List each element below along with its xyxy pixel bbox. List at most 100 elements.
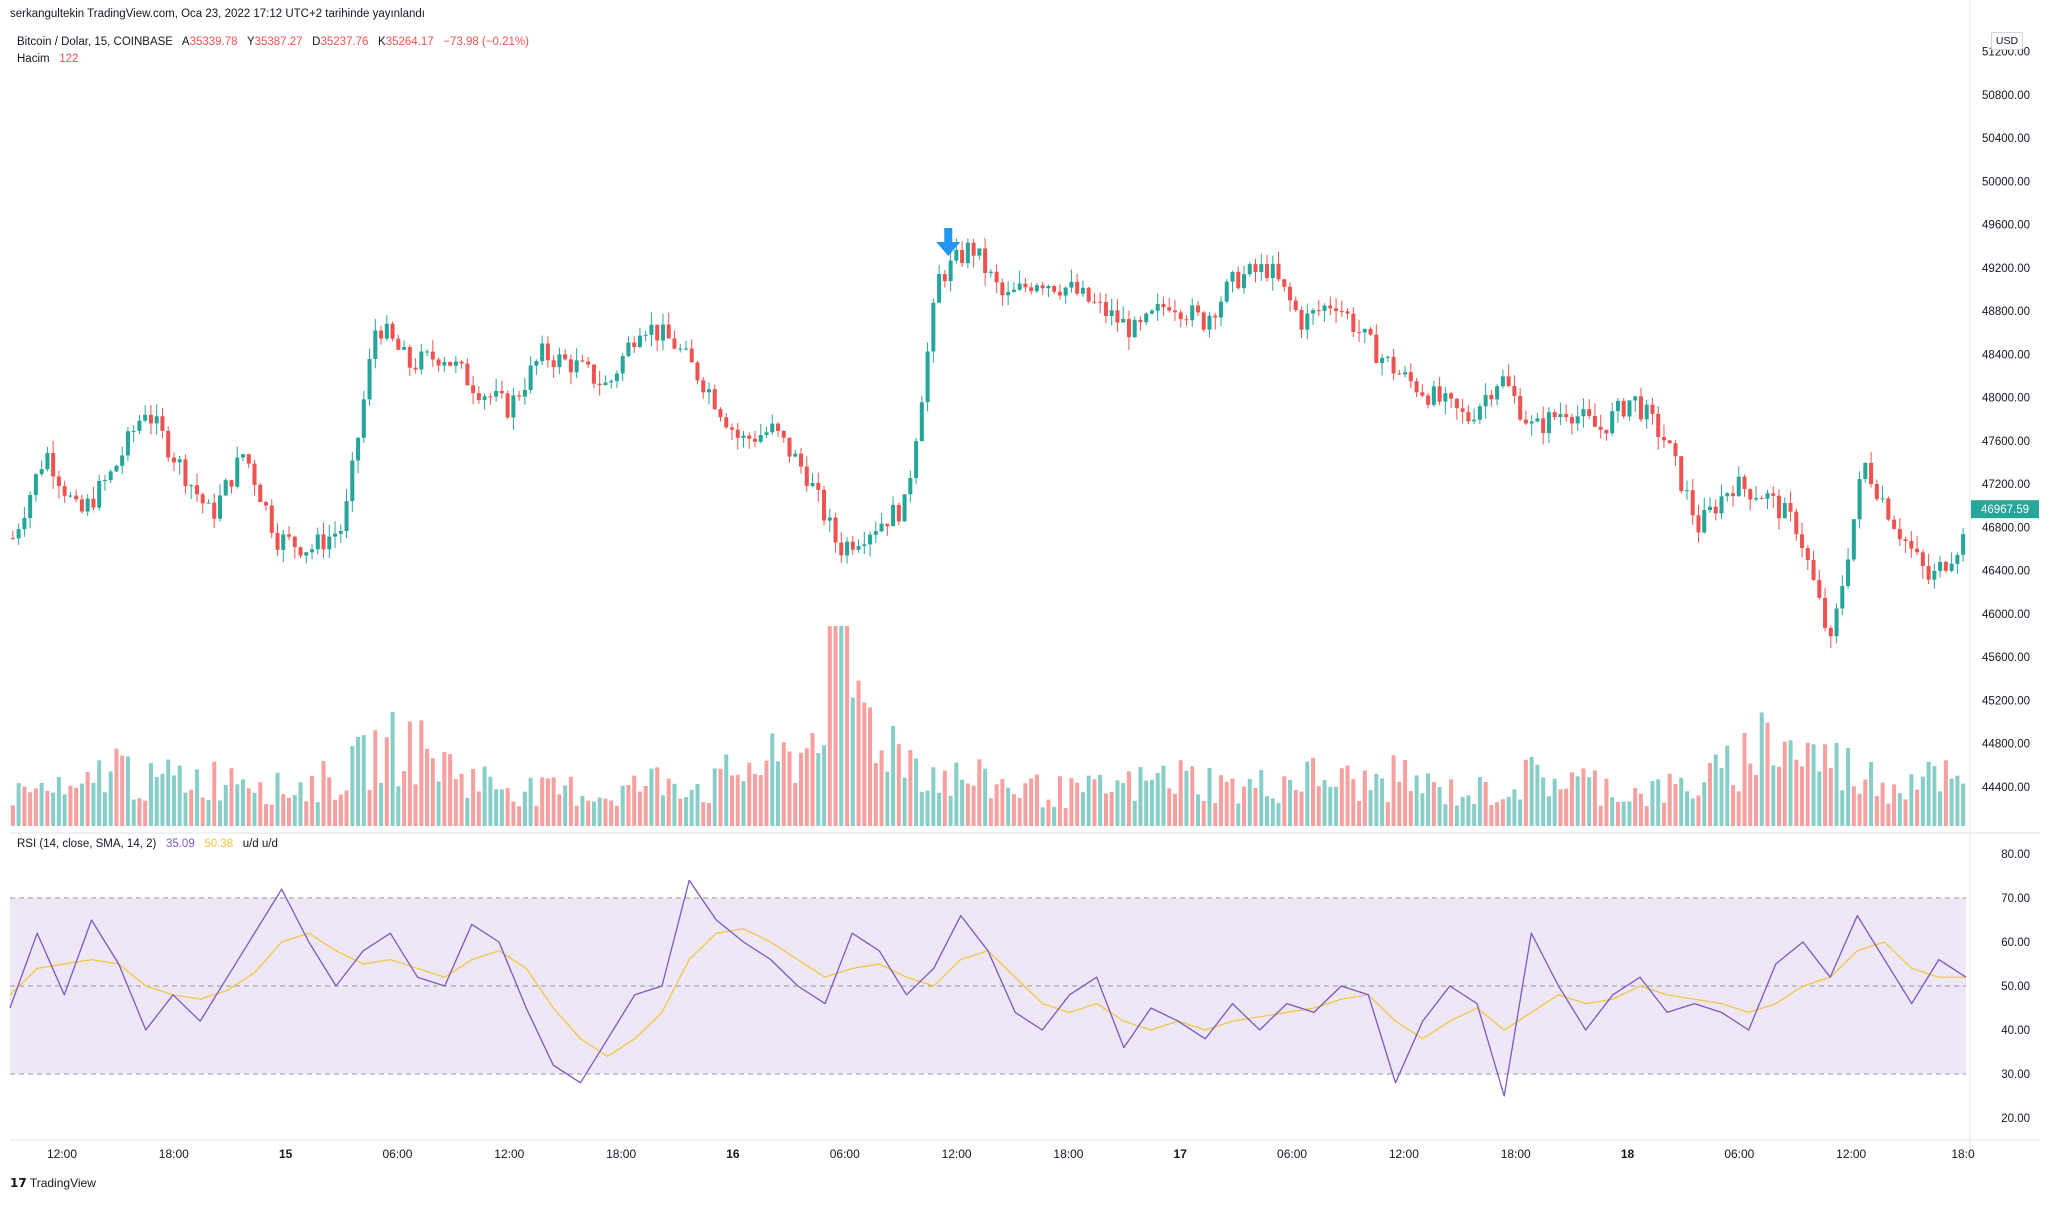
volume-bar — [965, 783, 970, 826]
volume-bar — [1771, 765, 1776, 826]
volume-bar — [1874, 796, 1879, 826]
currency-button[interactable]: USD — [1991, 32, 2023, 50]
volume-bar — [1777, 766, 1782, 826]
candle-body — [747, 435, 752, 439]
volume-bar — [954, 762, 959, 826]
candle-body — [1466, 411, 1471, 422]
volume-bar — [563, 785, 568, 826]
volume-bar — [471, 768, 476, 826]
volume-bar — [1052, 806, 1057, 826]
volume-bar — [597, 797, 602, 826]
volume-bar — [1023, 783, 1028, 826]
candle-body — [1840, 585, 1845, 609]
volume-bar — [28, 792, 33, 826]
candle-body — [672, 338, 677, 349]
candle-body — [482, 396, 487, 401]
volume-bar — [1949, 778, 1954, 826]
candle-body — [1472, 419, 1477, 422]
volume-bar — [1955, 775, 1960, 826]
rsi-label[interactable]: RSI (14, close, SMA, 14, 2) — [17, 838, 157, 850]
volume-bar — [499, 789, 504, 826]
volume-bar — [356, 736, 361, 826]
volume-bar — [1172, 793, 1177, 826]
volume-bar — [574, 805, 579, 826]
candle-body — [816, 482, 821, 490]
candle-body — [275, 532, 280, 550]
candle-body — [102, 480, 107, 482]
open-label: A — [181, 36, 190, 48]
volume-bar — [1431, 782, 1436, 826]
volume-bar — [1241, 786, 1247, 826]
candle-body — [1684, 490, 1689, 492]
volume-bar — [1587, 777, 1592, 826]
volume-bar — [977, 759, 982, 826]
candle-body — [718, 409, 723, 418]
candle-body — [1477, 406, 1482, 420]
volume-bar — [540, 777, 545, 826]
volume-bar — [712, 768, 717, 826]
volume-bar — [505, 788, 510, 826]
candle-body — [143, 414, 148, 421]
volume-bar — [1351, 779, 1356, 826]
volume-bar — [660, 795, 665, 826]
volume-bar — [994, 784, 999, 826]
volume-bar — [689, 790, 694, 826]
candle-body — [1201, 312, 1206, 330]
volume-bar — [361, 735, 366, 826]
symbol-name[interactable]: Bitcoin / Dolar, 15, COINBASE — [17, 36, 173, 48]
volume-bar — [568, 776, 573, 826]
volume-label[interactable]: Hacim — [17, 53, 50, 65]
candle-body — [1541, 418, 1546, 434]
volume-bar — [1190, 766, 1195, 826]
volume-bar — [1299, 791, 1304, 826]
rsi-tick-label: 40.00 — [2001, 1025, 2030, 1037]
volume-bar — [1161, 765, 1166, 826]
change-value: −73.98 (−0.21%) — [443, 36, 529, 48]
volume-bar — [845, 626, 850, 826]
candle-body — [712, 389, 717, 410]
candle-body — [1794, 511, 1799, 535]
volume-bar — [304, 801, 309, 826]
volume-bar — [1236, 803, 1241, 826]
volume-bar — [1034, 774, 1039, 826]
volume-bar — [1218, 775, 1224, 826]
candle-body — [367, 358, 372, 400]
volume-bar — [275, 772, 280, 826]
candle-body — [666, 324, 671, 339]
candle-body — [1811, 559, 1816, 580]
candle-body — [891, 504, 896, 527]
volume-bar — [1915, 789, 1920, 826]
volume-bar — [1656, 779, 1661, 826]
candle-body — [1604, 429, 1609, 434]
time-tick-label: 06:00 — [1277, 1147, 1307, 1161]
candle-body — [1754, 498, 1759, 500]
candle-body — [287, 534, 292, 537]
volume-bar — [396, 786, 401, 826]
candle-body — [28, 495, 33, 519]
volume-bar — [1621, 801, 1626, 826]
candle-body — [402, 347, 407, 350]
candle-body — [724, 417, 729, 428]
candle-body — [879, 523, 884, 532]
volume-bar — [1489, 805, 1494, 826]
volume-bar — [338, 794, 343, 826]
candle-body — [896, 504, 901, 522]
candle-body — [1805, 548, 1810, 560]
volume-bar — [695, 783, 700, 826]
price-tick-label: 48400.00 — [1982, 349, 2030, 361]
candle-body — [620, 356, 625, 374]
tradingview-logo[interactable]: 17 TradingView — [10, 1176, 96, 1190]
volume-bar — [1707, 762, 1713, 826]
volume-bar — [862, 702, 867, 826]
tv-logo-icon: 17 — [10, 1176, 27, 1190]
volume-bar — [327, 777, 332, 826]
candle-body — [919, 402, 924, 442]
candle-body — [925, 351, 930, 403]
rsi-tick-label: 30.00 — [2001, 1069, 2030, 1081]
volume-bar — [459, 773, 464, 826]
candle-body — [1172, 310, 1177, 313]
volume-bar — [868, 707, 873, 826]
candle-body — [603, 382, 608, 386]
